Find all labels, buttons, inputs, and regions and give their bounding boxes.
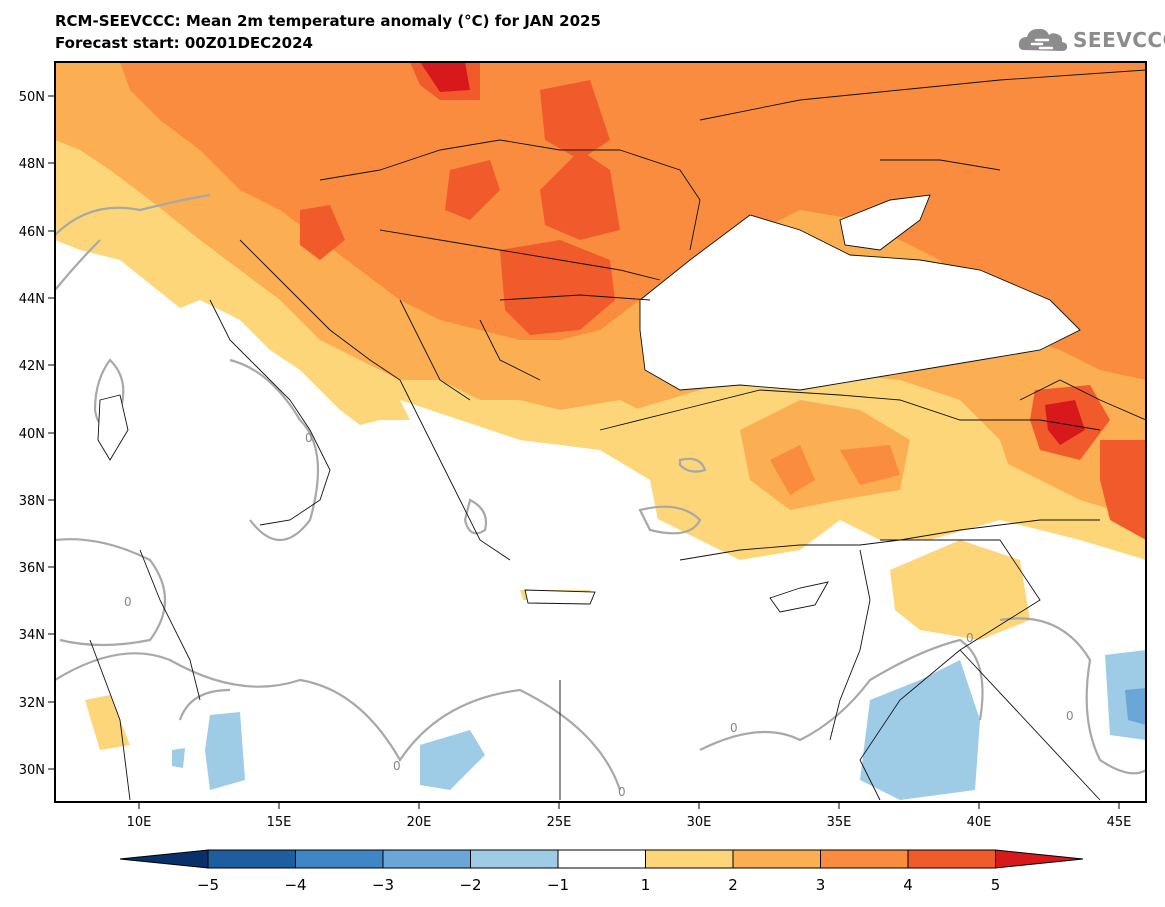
- lat-tick-label: 32N: [19, 696, 45, 711]
- contour-label: 0: [966, 631, 974, 645]
- lat-tick-label: 40N: [19, 427, 45, 442]
- lat-tick-label: 46N: [19, 225, 45, 240]
- contour-labels: 0 0 0 0 0 0 0: [124, 431, 1074, 799]
- colorbar-label: 5: [991, 876, 1001, 894]
- anomaly-band-4-5: [445, 160, 500, 220]
- lat-tick-label: 30N: [19, 763, 45, 778]
- colorbar: −5 −4 −3 −2 −1 1 2 3 4 5: [119, 849, 1084, 894]
- anomaly-band-minus-1-2: [172, 748, 185, 768]
- anomaly-band-4-5: [1100, 440, 1146, 540]
- colorbar-segment: [645, 849, 734, 869]
- lon-tick-label: 35E: [827, 815, 852, 830]
- colorbar-label: −4: [284, 876, 306, 894]
- anomaly-band-minus-2-3: [1125, 688, 1146, 725]
- anomaly-band-minus-1-2: [860, 660, 980, 800]
- map-title: RCM-SEEVCCC: Mean 2m temperature anomaly…: [55, 12, 601, 30]
- lat-tick-label: 34N: [19, 628, 45, 643]
- map-frame: [54, 61, 1147, 803]
- lat-tick-label: 44N: [19, 292, 45, 307]
- map-field: 0 0 0 0 0 0 0: [55, 62, 1146, 802]
- anomaly-band-4-5: [500, 240, 615, 335]
- colorbar-label: −1: [547, 876, 569, 894]
- sea-of-azov: [840, 195, 930, 250]
- black-sea: [640, 215, 1080, 390]
- contour-label: 0: [305, 431, 313, 445]
- lat-tick-label: 48N: [19, 157, 45, 172]
- latitude-labels: 50N 48N 46N 44N 42N 40N 38N 36N 34N 32N …: [19, 90, 45, 778]
- contour-label: 0: [618, 785, 626, 799]
- anomaly-band-3-4: [840, 445, 900, 485]
- contour-label: 0: [124, 595, 132, 609]
- contour-label: 0: [393, 759, 401, 773]
- seevccc-logo: SEEVCCC: [1016, 20, 1165, 56]
- anomaly-band-minus-1-2: [205, 712, 245, 790]
- anomaly-band-1-2: [890, 540, 1030, 640]
- colorbar-segment: [820, 849, 909, 869]
- anomaly-band-4-5: [300, 205, 345, 260]
- lon-tick-label: 25E: [547, 815, 572, 830]
- colorbar-segment: [470, 849, 559, 869]
- lat-tick-label: 42N: [19, 359, 45, 374]
- lon-tick-label: 30E: [687, 815, 712, 830]
- lon-tick-label: 45E: [1107, 815, 1132, 830]
- lon-tick-label: 20E: [407, 815, 432, 830]
- logo-text: SEEVCCC: [1073, 28, 1165, 52]
- anomaly-band-1-2: [85, 695, 130, 750]
- colorbar-label: −2: [459, 876, 481, 894]
- lat-tick-label: 50N: [19, 90, 45, 105]
- colorbar-labels: −5 −4 −3 −2 −1 1 2 3 4 5: [197, 876, 1000, 894]
- country-borders: [89, 69, 1146, 801]
- lon-tick-label: 15E: [267, 815, 292, 830]
- anomaly-band-3-4: [770, 445, 815, 495]
- colorbar-segment: [207, 849, 296, 869]
- colorbar-label: −5: [197, 876, 219, 894]
- colorbar-segment: [382, 849, 471, 869]
- lat-tick-label: 38N: [19, 494, 45, 509]
- anomaly-band-minus-1-2: [420, 730, 485, 790]
- colorbar-above-max-triangle: [995, 849, 1084, 869]
- longitude-labels: 10E 15E 20E 25E 30E 35E 40E 45E: [127, 815, 1132, 830]
- colorbar-segment: [732, 849, 821, 869]
- anomaly-band-above-5: [1045, 400, 1085, 445]
- axis-ticks: [48, 95, 1120, 809]
- colorbar-below-min-triangle: [119, 849, 209, 869]
- colorbar-label: −3: [372, 876, 394, 894]
- colorbar-label: 4: [903, 876, 913, 894]
- anomaly-band-4-5: [540, 80, 610, 160]
- colorbar-label: 3: [816, 876, 826, 894]
- lon-tick-label: 10E: [127, 815, 152, 830]
- islands: [97, 394, 829, 613]
- forecast-start-label: Forecast start: 00Z01DEC2024: [55, 34, 313, 52]
- lon-tick-label: 40E: [967, 815, 992, 830]
- cloud-icon: [1018, 28, 1068, 51]
- colorbar-segment: [557, 849, 646, 869]
- contour-label: 0: [730, 721, 738, 735]
- colorbar-label: 2: [728, 876, 738, 894]
- contour-label: 0: [1066, 709, 1074, 723]
- colorbar-label: 1: [641, 876, 651, 894]
- anomaly-band-4-5: [540, 150, 620, 240]
- lat-tick-label: 36N: [19, 561, 45, 576]
- anomaly-band-3-4: [120, 62, 1146, 380]
- colorbar-segment: [907, 849, 996, 869]
- colorbar-segment: [295, 849, 384, 869]
- anomaly-band-above-5: [420, 62, 470, 92]
- mediterranean-sea: [55, 300, 860, 720]
